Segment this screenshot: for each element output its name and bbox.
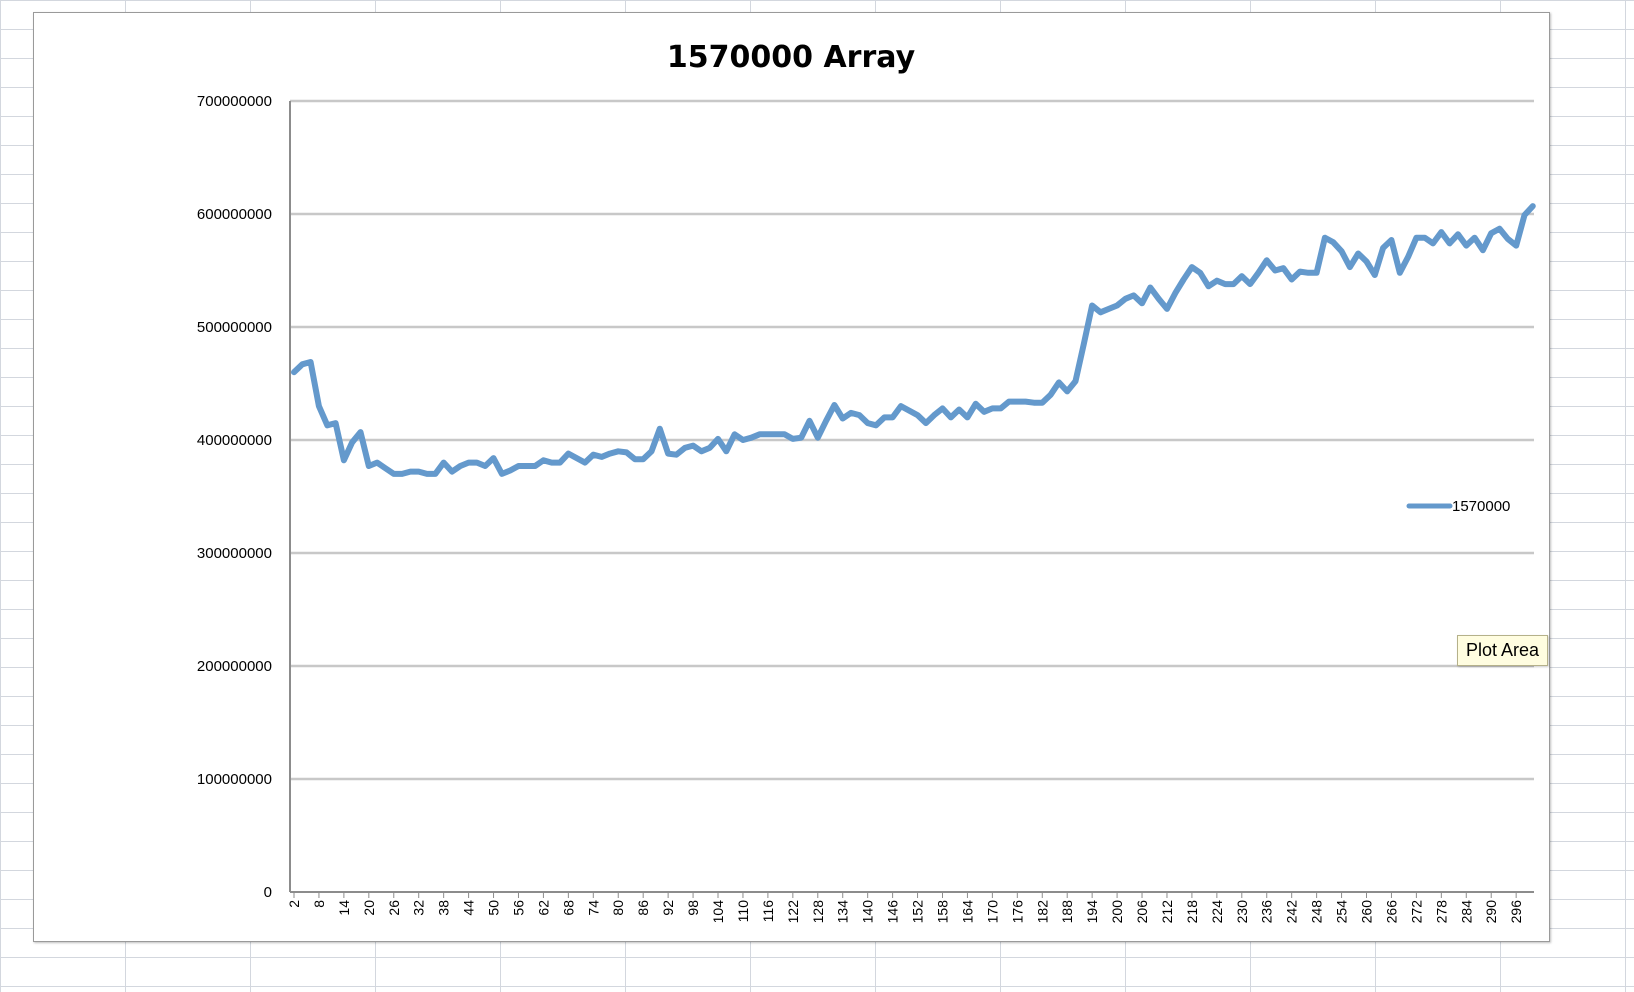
x-tick-label: 230 [1234, 900, 1250, 924]
plot-area[interactable] [291, 203, 1536, 477]
x-tick-label: 248 [1309, 900, 1325, 924]
series-line-1570000[interactable] [291, 203, 1536, 477]
x-tick-label: 92 [660, 900, 676, 916]
x-tick-label: 20 [361, 900, 377, 916]
y-tick-label: 600000000 [197, 206, 272, 223]
x-tick-label: 278 [1433, 900, 1449, 924]
x-tick-label: 26 [386, 900, 402, 916]
x-tick-label: 2 [286, 900, 302, 908]
y-tick-label: 400000000 [197, 432, 272, 449]
x-tick-label: 260 [1359, 900, 1375, 924]
x-tick-label: 86 [635, 900, 651, 916]
x-tick-label: 176 [1009, 900, 1025, 924]
x-tick-label: 128 [810, 900, 826, 924]
x-tick-label: 152 [910, 900, 926, 924]
x-tick-label: 74 [585, 900, 601, 916]
x-tick-label: 206 [1134, 900, 1150, 924]
x-tick-label: 68 [560, 900, 576, 916]
y-tick-label: 0 [264, 884, 272, 901]
x-tick-label: 116 [760, 900, 776, 923]
line-chart[interactable]: 1570000 Array 0 100000000 200000000 3000000… [34, 13, 1549, 941]
x-axis-tick-labels: 2 8 14 20 26 32 38 44 50 56 62 68 74 80 86 92 98 104 110 11… [286, 892, 1524, 923]
y-tick-label: 100000000 [197, 771, 272, 788]
x-tick-label: 14 [336, 900, 352, 916]
x-tick-label: 104 [710, 900, 726, 924]
x-tick-label: 122 [785, 900, 801, 924]
x-tick-label: 254 [1334, 900, 1350, 924]
x-tick-label: 266 [1383, 900, 1399, 924]
x-tick-label: 38 [436, 900, 452, 916]
x-tick-label: 284 [1458, 900, 1474, 924]
y-tick-label: 500000000 [197, 319, 272, 336]
x-tick-label: 242 [1284, 900, 1300, 924]
x-tick-label: 134 [835, 900, 851, 924]
x-tick-label: 194 [1084, 900, 1100, 924]
chart-title[interactable]: 1570000 Array [667, 40, 916, 75]
x-tick-label: 200 [1109, 900, 1125, 924]
x-tick-label: 182 [1034, 900, 1050, 924]
x-tick-label: 272 [1408, 900, 1424, 924]
x-tick-label: 212 [1159, 900, 1175, 924]
legend-label-1570000: 1570000 [1452, 498, 1510, 515]
x-tick-label: 80 [610, 900, 626, 916]
x-tick-label: 188 [1059, 900, 1075, 924]
x-tick-label: 236 [1259, 900, 1275, 924]
axes[interactable] [289, 101, 1534, 893]
y-tick-label: 200000000 [197, 658, 272, 675]
x-tick-label: 140 [860, 900, 876, 924]
gridlines [290, 99, 1534, 781]
x-tick-label: 224 [1209, 900, 1225, 924]
legend[interactable]: 1570000 [1406, 498, 1510, 515]
x-tick-label: 296 [1508, 900, 1524, 924]
y-axis-tick-labels: 0 100000000 200000000 300000000 400000000 500… [197, 93, 272, 901]
x-tick-label: 50 [486, 900, 502, 916]
x-tick-label: 32 [411, 900, 427, 916]
y-tick-label: 300000000 [197, 545, 272, 562]
x-tick-label: 290 [1483, 900, 1499, 924]
x-tick-label: 56 [510, 900, 526, 916]
x-tick-label: 146 [885, 900, 901, 924]
x-tick-label: 110 [735, 900, 751, 923]
x-tick-label: 158 [934, 900, 950, 924]
y-tick-label: 700000000 [197, 93, 272, 110]
x-tick-label: 62 [535, 900, 551, 916]
x-tick-label: 218 [1184, 900, 1200, 924]
x-tick-label: 170 [984, 900, 1000, 924]
x-tick-label: 164 [959, 900, 975, 924]
plot-area-tooltip: Plot Area [1457, 635, 1549, 666]
x-tick-label: 8 [311, 900, 327, 908]
chart-area[interactable]: 1570000 Array 0 100000000 200000000 3000000… [33, 12, 1550, 942]
x-tick-label: 98 [685, 900, 701, 916]
x-tick-label: 44 [461, 900, 477, 916]
